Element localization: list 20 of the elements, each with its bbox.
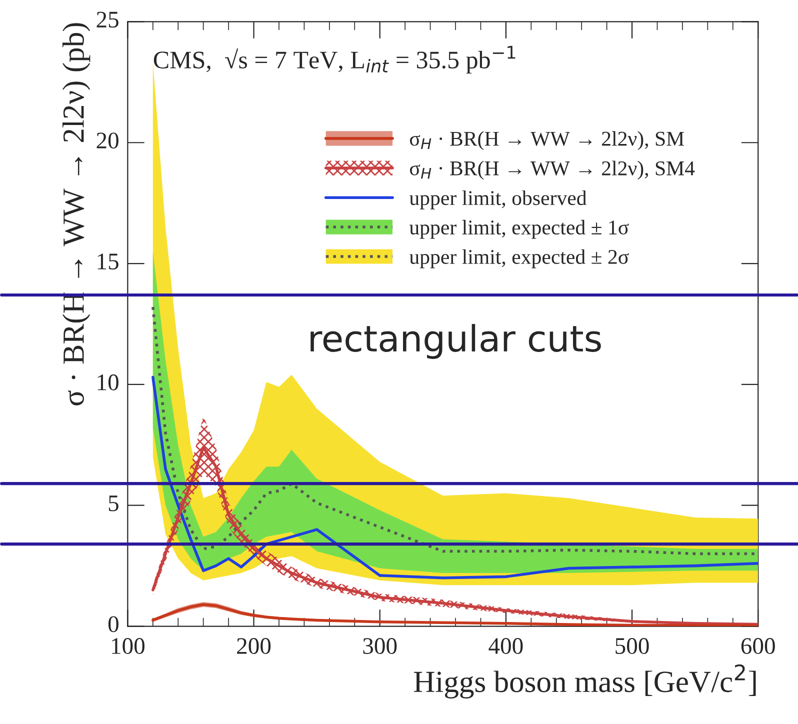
y-tick-label: 25 (96, 12, 118, 28)
x-tick-label: 400 (488, 638, 523, 654)
annotation: rectangular cuts (310, 324, 601, 359)
y-tick-label: 20 (96, 132, 118, 149)
legend-label: upper limit, observed (409, 190, 587, 210)
x-tick-label: 300 (363, 638, 397, 654)
legend-label: upper limit, expected ± 1σ (409, 220, 629, 239)
y-tick-label: 5 (108, 496, 118, 512)
x-tick-label: 500 (616, 638, 649, 654)
legend-label: σ$_{H}$ · BR(H → WW → 2l2ν), SM (410, 131, 684, 150)
y-tick-label: 0 (108, 616, 118, 632)
legend-label: upper limit, expected ± 2σ (409, 249, 629, 268)
y-tick-label: 15 (98, 254, 118, 270)
legend-label: σ$_{H}$ · BR(H → WW → 2l2ν), SM4 (410, 160, 695, 180)
x-tick-label: 100 (112, 638, 144, 654)
y-tick-label: 10 (98, 374, 118, 390)
x-tick-label: 600 (741, 638, 775, 654)
annotation: CMS, √s = 7 TeV, L$_{int}$ = 35.5 pb$^{−1}$ (154, 46, 516, 74)
x-tick-label: 200 (237, 638, 271, 654)
x-axis-title: Higgs boson mass [GeV/c$^{2}$] (414, 664, 756, 699)
